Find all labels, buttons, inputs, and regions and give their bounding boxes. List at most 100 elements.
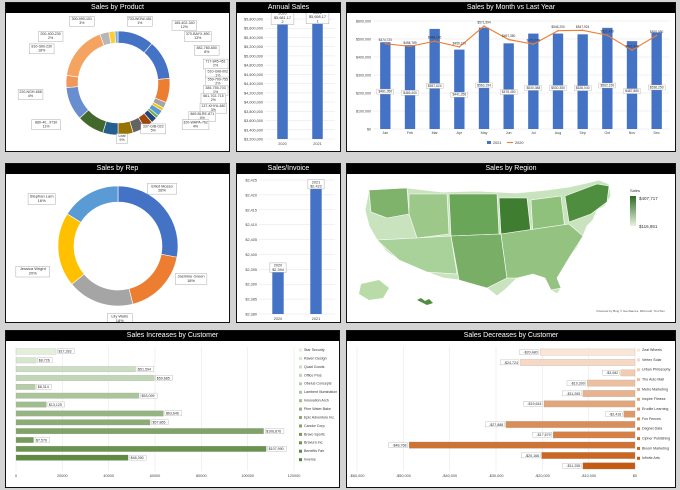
- bar: [602, 27, 613, 130]
- data-label: 510-GIB-002 1%: [208, 69, 229, 77]
- x-tick-label: 2020: [278, 142, 286, 146]
- y-tick-label: $2,395: [245, 268, 257, 272]
- data-label-box: [36, 384, 52, 390]
- legend-label: Bloom Marketing: [642, 446, 669, 450]
- y-tick-label: $2,410: [245, 223, 257, 227]
- data-label: 200-400-230 2%: [40, 32, 60, 40]
- data-label: $51,594: [138, 367, 151, 371]
- sales-decreases-chart: -$60,000 -$50,000 -$40,000 -$30,000 -$20,000…: [350, 347, 671, 478]
- data-label: $48,390: [131, 456, 144, 460]
- data-label: $571,594: [477, 21, 491, 25]
- data-label: Elliot Mosso 28%: [151, 183, 173, 192]
- legend-label: Dagnet Data: [642, 427, 662, 431]
- data-label: $8,726: [39, 359, 50, 363]
- legend-swatch: [299, 390, 302, 394]
- legend-label: Lambent Illumination: [304, 390, 337, 394]
- data-label-box: [450, 92, 468, 98]
- region-southeast: [500, 223, 584, 291]
- data-label-box: [269, 262, 287, 273]
- sales-increases-panel: Sales Increases by Customer 0 20000 40000 6…: [5, 330, 340, 488]
- bar: [429, 28, 440, 130]
- data-label: $458,789: [403, 41, 417, 45]
- data-label-box: [151, 419, 169, 425]
- data-label-box: [164, 410, 182, 416]
- data-label: $63,646: [166, 412, 179, 416]
- bar: [310, 188, 322, 314]
- data-label: 869-BLRE-871 4%: [190, 112, 214, 120]
- legend-gradient: [630, 196, 636, 226]
- bar: [454, 49, 465, 130]
- data-label: 2020 $5,681,17 2: [274, 13, 291, 24]
- legend-swatch: [637, 368, 640, 372]
- panel-title: Sales by Month vs Last Year: [347, 3, 675, 13]
- x-tick-label: -$60,000: [350, 474, 365, 478]
- legend-label: Pine Water Bake: [304, 407, 331, 411]
- legend-label: Inspire Fitness: [642, 397, 666, 401]
- legend-label: Erudite Learning: [642, 407, 668, 411]
- line-point: [433, 40, 436, 42]
- data-label-box: [116, 133, 128, 144]
- y-tick-label: $0: [367, 128, 371, 132]
- data-label: $488,140: [428, 36, 442, 40]
- sales-by-rep-panel: Sales by Rep Elliot Mosso 28% Jasmine Gree…: [5, 163, 230, 323]
- data-label: $59,685: [157, 376, 170, 380]
- legend-label: Bravo Sports: [304, 432, 325, 436]
- data-label: 717-845-451 2%: [205, 60, 225, 68]
- data-label-box: [648, 84, 666, 91]
- bar: [15, 437, 34, 443]
- data-label-box: [136, 366, 154, 372]
- line-point: [655, 34, 658, 37]
- legend-label: Metro Marketing: [642, 387, 668, 391]
- data-label-box: [37, 357, 53, 363]
- data-label-box: [181, 119, 210, 130]
- x-tick-label: 100000: [241, 474, 254, 478]
- data-label: $441,256: [452, 93, 466, 97]
- legend-swatch: [487, 141, 491, 144]
- legend-swatch: [299, 424, 302, 428]
- legend-label: Urban Philosophy: [642, 368, 671, 372]
- y-tick-label: $2,380: [245, 313, 257, 317]
- y-tick-label: $2,405: [245, 238, 257, 242]
- y-tick-label: $3,400,000: [244, 128, 263, 132]
- data-label: 2021$5,698,171: [309, 13, 326, 23]
- data-label-box: [485, 421, 505, 428]
- bar: [582, 390, 636, 397]
- x-tick-label: Nov: [629, 131, 636, 135]
- y-tick-label: $300,000: [356, 74, 371, 78]
- data-label-box: [155, 375, 173, 381]
- line-point: [384, 42, 387, 45]
- data-label: -$20,166: [525, 454, 539, 458]
- data-label: $437,948: [625, 45, 639, 49]
- y-tick-label: $5,800,000: [244, 18, 263, 22]
- bar: [312, 23, 323, 139]
- data-label: $7,576: [36, 438, 47, 442]
- data-label: 185-402-340 12%: [174, 21, 194, 29]
- legend-swatch: [299, 441, 302, 445]
- bar: [15, 357, 37, 364]
- bar: [15, 392, 140, 399]
- legend-swatch: [637, 427, 640, 431]
- legend-label: Obelus Concepts: [304, 382, 332, 386]
- bar: [15, 446, 267, 452]
- data-label-box: [519, 349, 539, 355]
- sales-decreases-panel: Sales Decreases by Customer -$60,000 -$50…: [346, 330, 676, 488]
- y-tick-label: $5,400,000: [244, 36, 263, 40]
- data-label: $106,876: [266, 429, 281, 433]
- data-label-box: [127, 16, 153, 27]
- legend-label: Epic Adventure Inc.: [304, 415, 335, 419]
- data-label: $465,400: [403, 91, 417, 95]
- bar: [552, 33, 564, 129]
- x-tick-label: Jun: [506, 131, 512, 135]
- legend-label: Inverse: [304, 458, 316, 462]
- pie-slice: [65, 86, 89, 119]
- bar: [15, 348, 57, 355]
- pie-slice: [66, 185, 119, 223]
- x-tick-label: Jan: [382, 131, 388, 135]
- data-label-box: [574, 85, 592, 91]
- legend-swatch: [637, 348, 640, 352]
- y-tick-label: $4,800,000: [244, 64, 263, 68]
- data-label: 880-40...9730 11%: [35, 120, 57, 128]
- pie-slice: [128, 253, 178, 305]
- data-label: 661-702-715 2%: [203, 94, 223, 102]
- bar: [15, 428, 264, 434]
